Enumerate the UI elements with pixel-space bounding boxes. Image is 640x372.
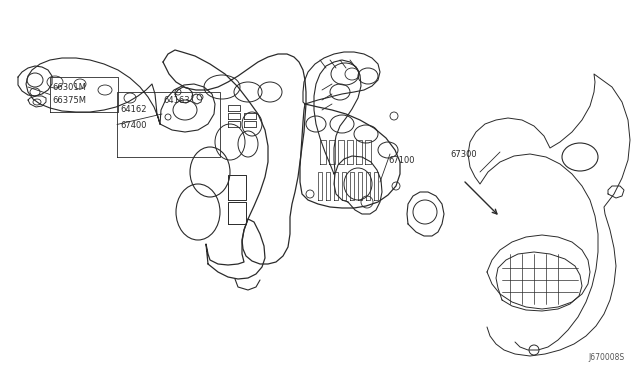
- Text: 67400: 67400: [120, 121, 147, 129]
- Text: 67300: 67300: [450, 150, 477, 158]
- Text: 64163: 64163: [163, 96, 189, 105]
- Text: 66375M: 66375M: [52, 96, 86, 105]
- Text: 66301M: 66301M: [52, 83, 86, 92]
- Text: 64162: 64162: [120, 105, 147, 113]
- Text: J670008S: J670008S: [589, 353, 625, 362]
- Text: 67100: 67100: [388, 155, 415, 164]
